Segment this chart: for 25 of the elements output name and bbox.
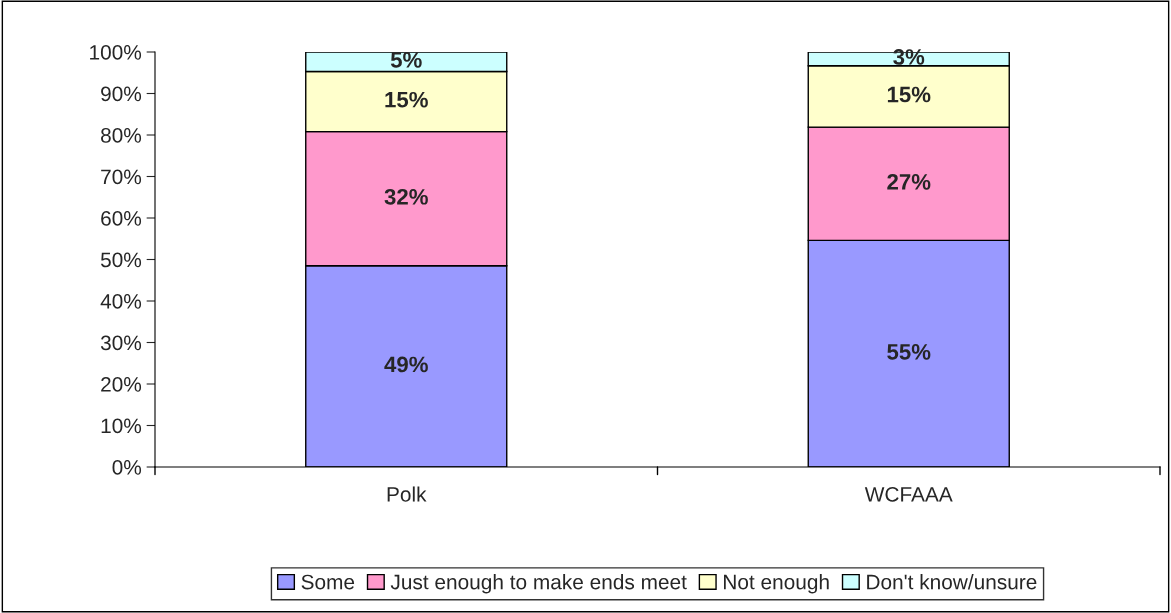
data-label: 3% <box>893 49 925 65</box>
y-tick-label: 90% <box>101 86 142 102</box>
x-tick-label: WCFAAA <box>864 486 953 502</box>
y-tick-label: 80% <box>101 128 142 143</box>
y-tick-label: 100% <box>90 45 142 60</box>
data-label: 27% <box>887 173 931 190</box>
data-label: 15% <box>887 86 931 103</box>
legend-label: Don't know/unsure <box>867 574 1037 590</box>
y-tick-label: 70% <box>101 169 142 185</box>
y-tick-label: 30% <box>100 335 142 351</box>
data-label: 49% <box>384 356 428 373</box>
legend-label: Not enough <box>724 574 829 594</box>
legend-label: Some <box>301 574 355 590</box>
y-tick-label: 0% <box>112 460 142 475</box>
data-label: 5% <box>390 52 422 68</box>
y-tick-label: 20% <box>101 377 142 392</box>
y-tick-label: 60% <box>101 211 142 226</box>
y-tick-label: 10% <box>101 418 142 434</box>
data-label: 15% <box>385 91 428 108</box>
data-label: 55% <box>887 343 931 360</box>
legend-label: Just enough to make ends meet <box>390 574 687 594</box>
y-tick-label: 40% <box>100 294 142 309</box>
y-tick-label: 50% <box>100 252 142 268</box>
data-label: 32% <box>384 188 428 205</box>
x-tick-label: Polk <box>387 486 427 502</box>
